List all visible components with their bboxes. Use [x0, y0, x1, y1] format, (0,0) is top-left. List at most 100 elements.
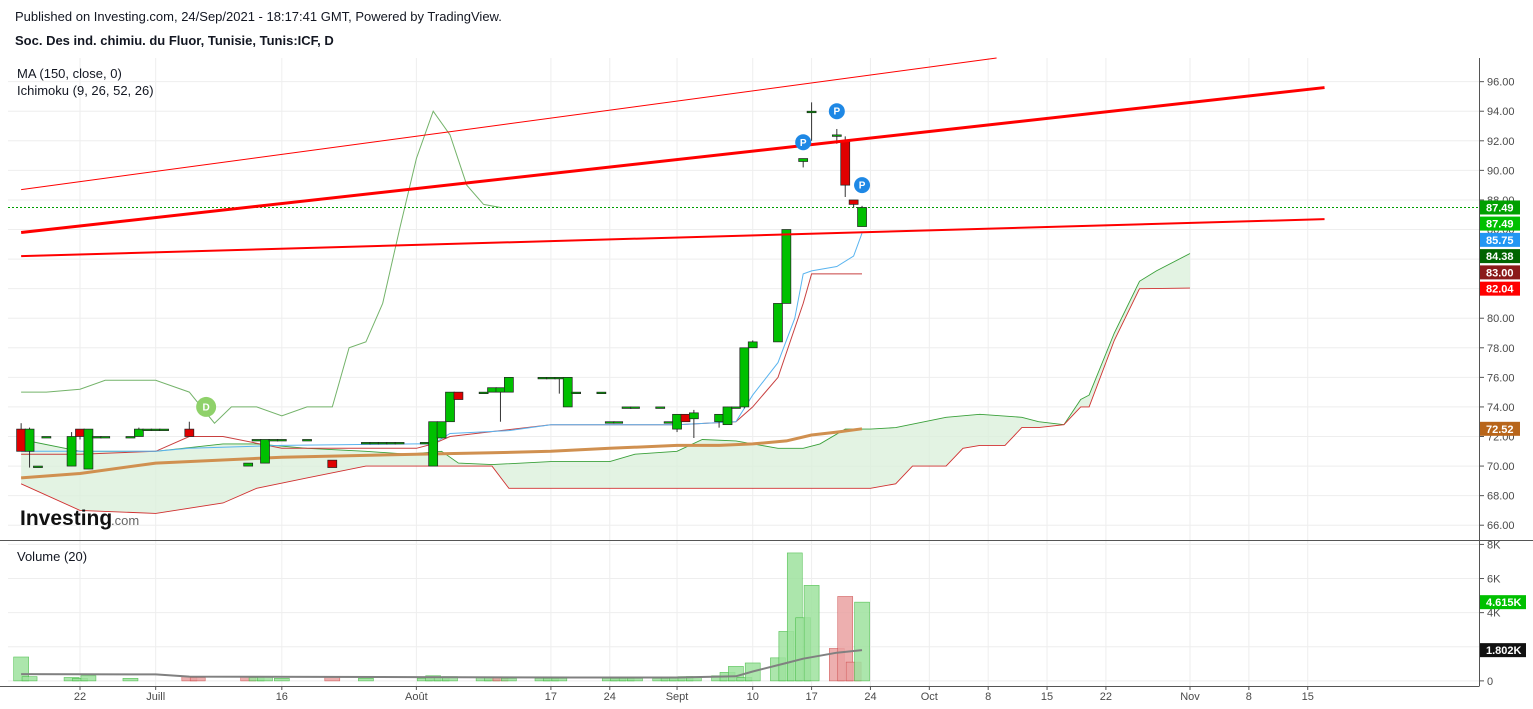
time-tick-label: 15: [1302, 691, 1314, 703]
price-tag: [1480, 232, 1520, 247]
trendlines: [20, 57, 1325, 258]
time-tick-label: 17: [805, 691, 817, 703]
candle: [487, 387, 497, 393]
volume-bar: [21, 676, 38, 682]
candle: [125, 436, 136, 439]
candle: [453, 391, 464, 400]
ichimoku-cloud: [20, 253, 1191, 514]
candle: [831, 134, 842, 137]
axes: 66.0068.0070.0072.0074.0076.0078.0080.00…: [74, 77, 1526, 703]
price-tag-label: 87.49: [1486, 219, 1514, 231]
time-tick-label: Nov: [1180, 691, 1200, 703]
candle: [604, 421, 615, 424]
volume-bar: [274, 678, 290, 682]
price-tag-label: 72.52: [1486, 424, 1514, 436]
candle: [276, 439, 287, 442]
volume-bars: [13, 552, 870, 682]
kijun-sen-line: [21, 273, 862, 455]
volume-tag-label: 4.615K: [1486, 597, 1522, 609]
price-tick-label: 70.00: [1487, 461, 1515, 473]
price-tick-label: 90.00: [1487, 165, 1515, 177]
volume-bar: [627, 678, 643, 682]
volume-tick-label: 0: [1487, 676, 1493, 688]
candle: [91, 436, 102, 439]
time-tick-label: 17: [545, 691, 557, 703]
candle: [546, 377, 556, 380]
candle: [781, 229, 792, 304]
candle: [75, 428, 85, 437]
price-tick-label: 96.00: [1487, 77, 1515, 89]
price-tag-label: 85.75: [1486, 235, 1514, 247]
candle: [100, 436, 111, 439]
candle: [394, 442, 405, 445]
volume-tick-label: 4K: [1487, 608, 1501, 620]
event-marker: [795, 134, 812, 151]
volume-bar: [837, 596, 854, 682]
volume-tick-label: 6K: [1487, 574, 1501, 586]
candle: [369, 442, 380, 445]
event-marker: [828, 103, 845, 120]
candle: [806, 110, 817, 114]
candle: [419, 442, 430, 445]
volume-bar: [80, 675, 97, 682]
time-tick-label: 24: [864, 691, 876, 703]
candle: [386, 442, 396, 445]
candle: [428, 421, 439, 467]
chart-frame: [0, 58, 1533, 687]
price-tick-label: 78.00: [1487, 343, 1515, 355]
candle: [613, 421, 624, 424]
candle: [655, 406, 666, 409]
candle: [747, 341, 758, 349]
price-tag-label: 82.04: [1486, 284, 1514, 296]
trendline: [21, 218, 1325, 258]
candle: [436, 421, 447, 439]
time-tick-label: 8: [1246, 691, 1252, 703]
candle: [83, 428, 94, 470]
volume-tag: [1480, 643, 1526, 658]
event-marker-label: D: [203, 402, 210, 413]
candle: [504, 377, 514, 393]
event-marker-label: P: [833, 107, 840, 118]
price-tick-label: 66.00: [1487, 520, 1515, 532]
candle: [663, 421, 674, 424]
candle: [33, 465, 43, 468]
candle: [714, 413, 724, 423]
candle: [731, 406, 741, 409]
candle: [554, 377, 565, 380]
logo-brand: Investing: [20, 507, 112, 530]
candle: [739, 347, 750, 408]
candle: [66, 436, 77, 467]
time-tick-label: 10: [747, 691, 759, 703]
time-tick-label: 15: [1041, 691, 1053, 703]
volume-tag-label: 1.802K: [1486, 645, 1522, 657]
candle: [857, 207, 867, 227]
candle: [302, 439, 312, 442]
price-tick-label: 92.00: [1487, 136, 1515, 148]
candle: [16, 428, 26, 452]
candle: [268, 439, 279, 442]
price-tick-label: 74.00: [1487, 402, 1515, 414]
time-tick-label: 22: [74, 691, 86, 703]
time-tick-label: Août: [405, 691, 428, 703]
candle: [377, 442, 388, 445]
price-tag: [1480, 216, 1520, 231]
candle: [562, 377, 573, 408]
symbol-title: Soc. Des ind. chimiu. du Fluor, Tunisie,…: [15, 33, 334, 48]
chikou-span-line: [21, 110, 501, 424]
time-tick-label: Juill: [146, 691, 165, 703]
candle: [184, 428, 195, 437]
price-tag: [1480, 421, 1520, 436]
price-tick-label: 68.00: [1487, 491, 1515, 503]
candle: [596, 391, 607, 394]
event-markers: D P P P: [196, 103, 871, 417]
price-tag-label: 84.38: [1486, 251, 1514, 263]
tenkan-sen-line: [21, 233, 863, 452]
ichimoku-label: Ichimoku (9, 26, 52, 26): [17, 83, 154, 98]
event-marker: [854, 177, 871, 194]
logo-suffix: .com: [111, 513, 139, 528]
indicator-lines: [8, 110, 1479, 480]
candle: [798, 158, 809, 162]
senkou-span-b-line: [20, 287, 1191, 514]
ma-label: MA (150, close, 0): [17, 66, 122, 81]
